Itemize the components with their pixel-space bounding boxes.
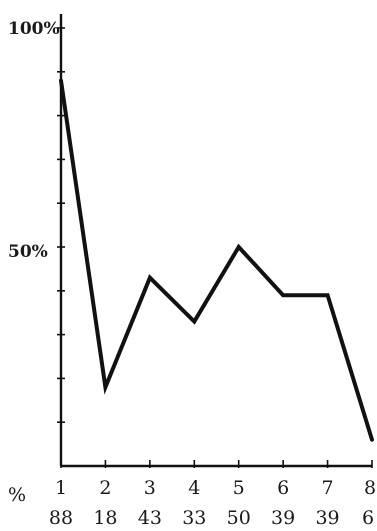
x-tick-labels: 1 2 3 4 5 6 7 8 — [55, 477, 376, 499]
x-tick-label: 5 — [233, 477, 245, 499]
value-label: 18 — [93, 507, 117, 529]
y-tick-label-50: 50% — [8, 242, 48, 262]
x-tick-label: 4 — [188, 477, 200, 499]
value-label: 88 — [49, 507, 73, 529]
value-label: 39 — [315, 507, 339, 529]
series-line — [59, 78, 374, 442]
x-tick-label: 8 — [364, 477, 376, 499]
value-labels: 88 18 43 33 50 39 39 6 — [49, 507, 374, 529]
x-tick-label: 7 — [322, 477, 334, 499]
y-tick-labels: 100% 50% — [8, 19, 60, 262]
x-tick-label: 1 — [55, 477, 67, 499]
value-label: 50 — [227, 507, 251, 529]
x-tick-label: 3 — [144, 477, 156, 499]
x-tick-label: 2 — [99, 477, 111, 499]
value-label: 33 — [182, 507, 206, 529]
x-ticks — [60, 460, 373, 468]
value-row-label: % — [8, 484, 26, 506]
value-label: 43 — [138, 507, 162, 529]
y-minor-ticks — [57, 27, 65, 424]
x-tick-label: 6 — [277, 477, 289, 499]
value-label: 6 — [362, 507, 374, 529]
y-tick-label-100: 100% — [8, 19, 60, 39]
value-label: 39 — [271, 507, 295, 529]
